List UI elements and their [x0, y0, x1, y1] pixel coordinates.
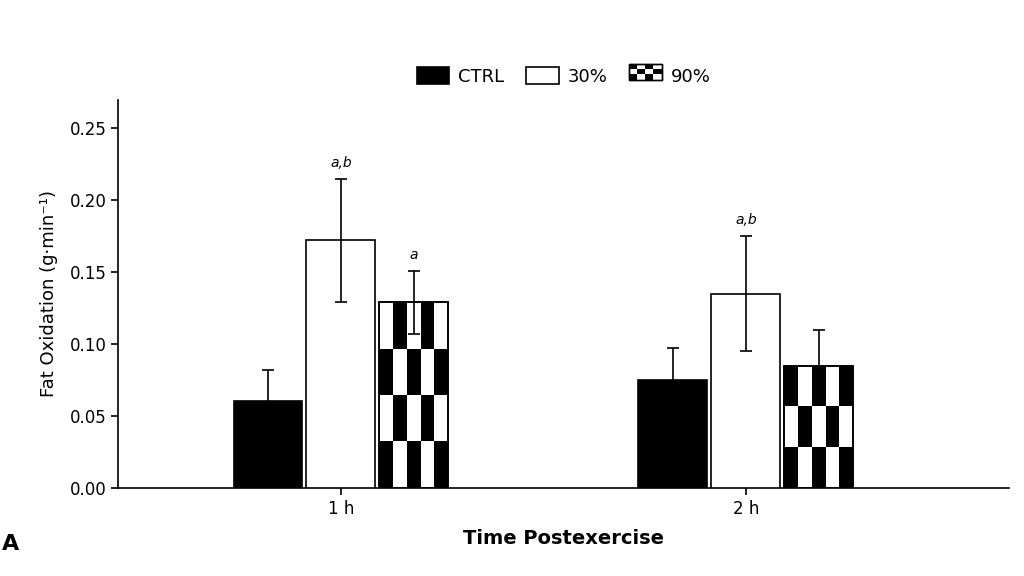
X-axis label: Time Postexercise: Time Postexercise	[463, 529, 665, 548]
Legend: CTRL, 30%, 90%: CTRL, 30%, 90%	[412, 62, 716, 91]
Text: a,b: a,b	[735, 214, 757, 228]
Bar	[393, 302, 407, 348]
Bar	[306, 240, 375, 488]
Bar	[825, 406, 840, 447]
Bar	[233, 401, 302, 488]
Bar	[434, 441, 449, 488]
Y-axis label: Fat Oxidation (g·min⁻¹): Fat Oxidation (g·min⁻¹)	[40, 190, 58, 397]
Bar	[840, 366, 853, 406]
Bar	[639, 380, 708, 488]
Bar	[407, 441, 421, 488]
Bar	[784, 447, 798, 488]
Bar	[812, 366, 825, 406]
Bar	[421, 302, 434, 348]
Bar	[812, 447, 825, 488]
Text: a: a	[410, 248, 418, 262]
Bar	[434, 348, 449, 395]
Bar	[784, 366, 798, 406]
Bar	[393, 395, 407, 441]
Text: A: A	[2, 535, 19, 554]
Bar	[379, 441, 393, 488]
Bar	[798, 406, 812, 447]
Bar	[379, 302, 449, 488]
Bar	[407, 348, 421, 395]
Bar	[784, 366, 853, 488]
Bar	[379, 302, 449, 488]
Bar	[712, 294, 780, 488]
Text: a,b: a,b	[330, 156, 351, 170]
Bar	[379, 348, 393, 395]
Bar	[840, 447, 853, 488]
Bar	[421, 395, 434, 441]
Bar	[784, 366, 853, 488]
